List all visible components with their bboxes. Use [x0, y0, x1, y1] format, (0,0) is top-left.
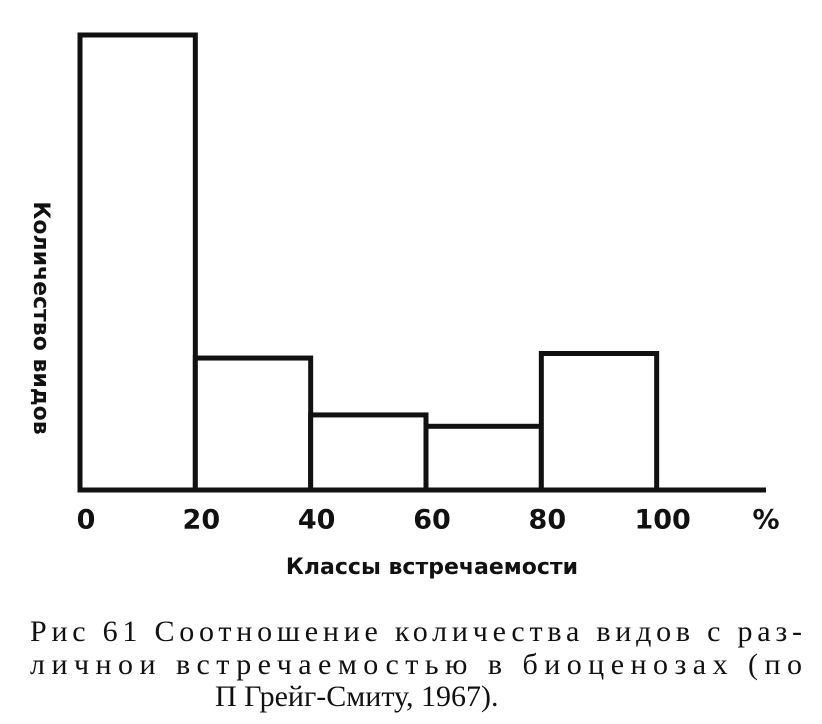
x-tick-label: 100	[634, 505, 690, 536]
x-tick-label: 20	[183, 505, 221, 536]
x-tick-label: 40	[298, 505, 336, 536]
bar	[423, 423, 544, 493]
bar	[308, 412, 429, 493]
x-tick-label: 0	[77, 505, 96, 536]
caption-line: Рис 61 Соотношение количества видов с ра…	[30, 615, 802, 648]
caption-line: П Грейг-Смиту, 1967).	[215, 680, 499, 713]
y-axis-label: Количество видов	[28, 201, 53, 434]
caption-line: личнои встречаемостью в биоценозах (по	[30, 648, 802, 681]
bar	[192, 355, 314, 493]
bar	[538, 351, 660, 493]
x-tick-label: 80	[529, 505, 567, 536]
x-tick-label: 60	[413, 505, 451, 536]
x-unit: %	[752, 505, 779, 536]
x-axis-label: Классы встречаемости	[286, 555, 578, 580]
bar	[77, 32, 198, 493]
